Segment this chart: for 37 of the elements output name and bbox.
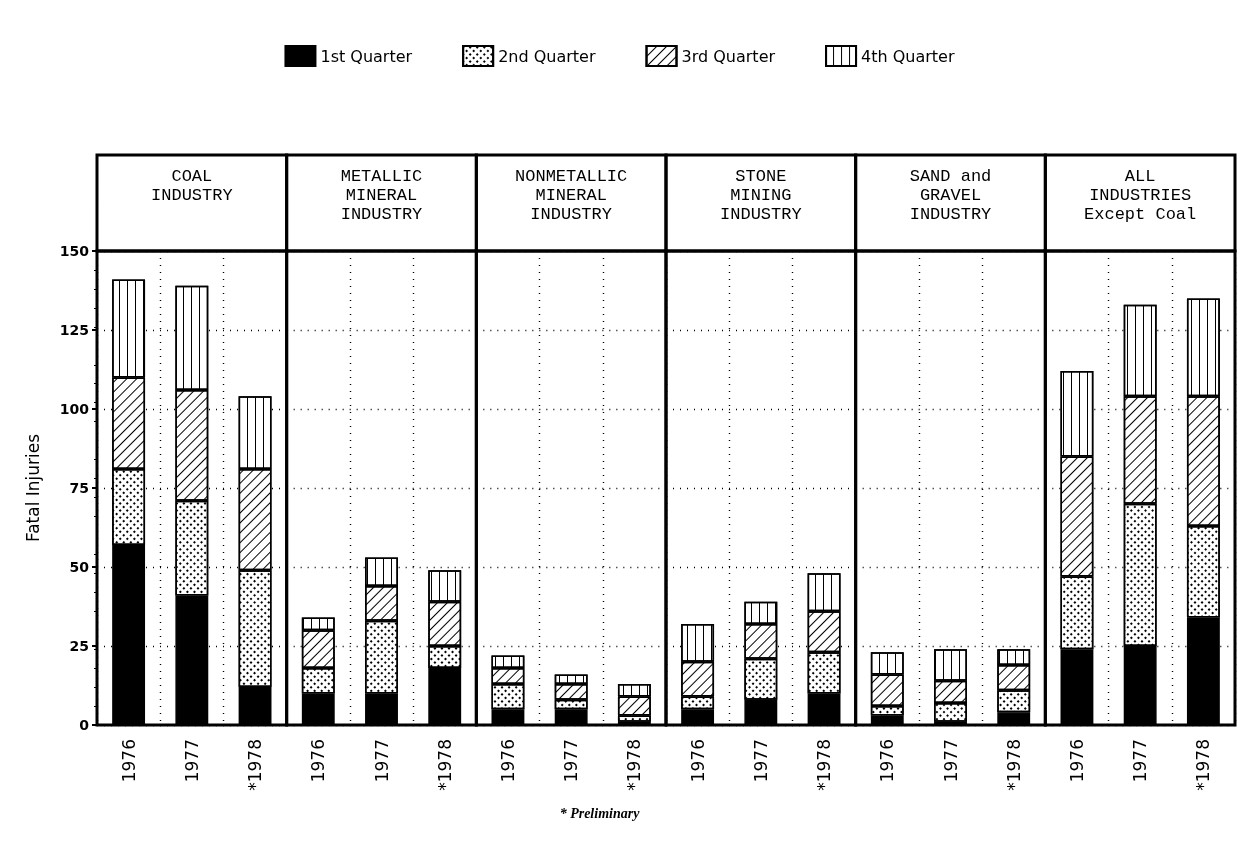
x-tick-label: 1976: [1066, 739, 1087, 783]
x-tick-label: 1976: [308, 739, 329, 783]
legend-label: 1st Quarter: [320, 46, 413, 66]
y-tick-label: 125: [59, 322, 89, 338]
x-tick-label: *1978: [1003, 739, 1024, 791]
x-tick-label: 1977: [1130, 739, 1151, 783]
chart-title: COAL INDUSTRY: [151, 167, 233, 205]
chart-title: METALLIC MINERAL INDUSTRY: [340, 167, 423, 224]
x-tick-label: 1977: [561, 739, 582, 783]
y-tick-label: 0: [79, 717, 90, 733]
x-tick-label: 1977: [750, 739, 771, 783]
chart-title: STONE MINING INDUSTRY: [720, 167, 802, 224]
x-tick-label: *1978: [245, 739, 266, 791]
x-tick-label: 1977: [181, 739, 202, 783]
x-tick-label: 1977: [940, 739, 961, 783]
text: * Preliminary: [559, 805, 641, 821]
x-tick-label: 1976: [687, 739, 708, 783]
chart-title: SAND and GRAVEL INDUSTRY: [909, 167, 992, 224]
y-tick-label: 150: [59, 243, 90, 259]
x-tick-label: 1976: [497, 739, 518, 783]
x-tick-label: *1978: [624, 739, 645, 791]
legend-label: 4th Quarter: [861, 46, 955, 66]
y-tick-label: 75: [69, 480, 89, 496]
x-tick-label: 1976: [118, 739, 139, 783]
x-tick-label: *1978: [434, 739, 455, 791]
chart-title: ALL INDUSTRIES Except Coal: [1084, 167, 1197, 224]
y-tick-label: 50: [69, 559, 90, 575]
x-tick-label: *1978: [814, 739, 835, 791]
chart-title: NONMETALLIC MINERAL INDUSTRY: [515, 167, 628, 224]
y-tick-label: 100: [59, 401, 90, 417]
x-tick-label: 1976: [877, 739, 898, 783]
x-tick-label: *1978: [1193, 739, 1214, 791]
legend-label: 3rd Quarter: [681, 46, 776, 66]
y-tick-label: 25: [69, 638, 89, 654]
legend-label: 2nd Quarter: [498, 46, 596, 66]
y-axis-title: Fatal Injuries: [22, 433, 43, 543]
x-tick-label: 1977: [371, 739, 392, 783]
